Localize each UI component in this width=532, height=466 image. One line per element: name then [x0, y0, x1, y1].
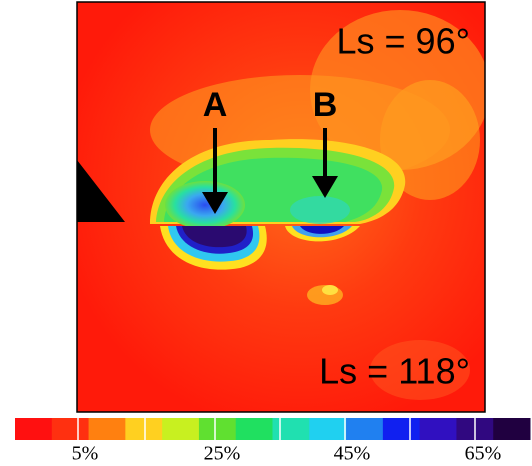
- colorbar-swatch: [346, 418, 384, 440]
- colorbar-swatch: [15, 418, 53, 440]
- colorbar-swatch: [162, 418, 200, 440]
- colorbar-tick-label: 25%: [204, 443, 241, 465]
- colorbar-tick-label: 45%: [334, 443, 371, 465]
- colorbar-swatch: [419, 418, 457, 440]
- arrows: [202, 128, 338, 214]
- top-label: Ls = 96°: [337, 21, 471, 62]
- colorbar-swatch: [125, 418, 163, 440]
- marker-label: B: [313, 86, 338, 124]
- colorbar-swatch: [51, 418, 90, 440]
- bottom-label: Ls = 118°: [319, 351, 470, 392]
- colorbar-swatch: [309, 418, 347, 440]
- colorbar: [15, 418, 531, 440]
- colorbar-swatch: [493, 418, 531, 440]
- colorbar-swatch: [198, 418, 237, 440]
- colorbar-swatch: [88, 418, 126, 440]
- colorbar-tick-label: 5%: [72, 443, 99, 465]
- marker-label: A: [203, 86, 228, 124]
- colorbar-swatch: [235, 418, 273, 440]
- colorbar-swatch: [272, 418, 310, 440]
- colorbar-swatch: [382, 418, 421, 440]
- colorbar-tick-label: 65%: [465, 443, 502, 465]
- map-frame: [76, 1, 486, 413]
